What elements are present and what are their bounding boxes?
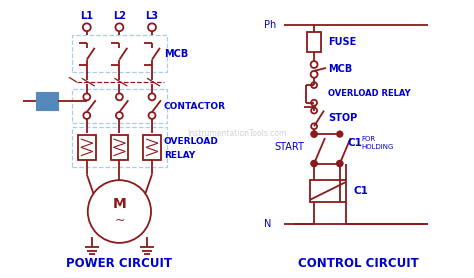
Text: FOR: FOR [362, 136, 376, 142]
Bar [310, 180, 346, 202]
Text: CONTACTOR: CONTACTOR [164, 102, 226, 111]
Text: OVERLOAD: OVERLOAD [164, 137, 219, 147]
Text: L2: L2 [113, 11, 126, 21]
Text: POWER CIRCUIT: POWER CIRCUIT [66, 257, 173, 270]
Text: STOP: STOP [328, 113, 357, 123]
Bar [307, 32, 321, 52]
Text: C1: C1 [348, 138, 363, 148]
Text: M: M [112, 197, 126, 211]
Bar [72, 127, 167, 167]
Text: HOLDING: HOLDING [362, 144, 394, 150]
Circle shape [311, 131, 317, 137]
Text: L3: L3 [146, 11, 158, 21]
Circle shape [311, 161, 317, 167]
Bar [36, 92, 58, 110]
Circle shape [337, 131, 343, 137]
Circle shape [337, 161, 343, 167]
Text: FUSE: FUSE [328, 37, 356, 47]
Text: ~: ~ [114, 214, 125, 227]
Circle shape [311, 131, 317, 137]
Bar [72, 35, 167, 72]
Text: MCB: MCB [164, 49, 188, 59]
Text: START: START [274, 142, 304, 152]
Text: C1: C1 [354, 186, 368, 196]
Circle shape [337, 161, 343, 167]
Bar [72, 89, 167, 123]
Text: L1: L1 [80, 11, 93, 21]
Text: CONTROL CIRCUIT: CONTROL CIRCUIT [298, 257, 419, 270]
Text: InstrumentationTools.com: InstrumentationTools.com [187, 129, 287, 138]
Text: MCB: MCB [328, 64, 352, 75]
Text: RELAY: RELAY [164, 151, 195, 160]
Text: OVERLOAD RELAY: OVERLOAD RELAY [328, 90, 410, 98]
Text: N: N [264, 219, 271, 229]
Circle shape [311, 161, 317, 167]
Text: Ph: Ph [264, 20, 276, 30]
